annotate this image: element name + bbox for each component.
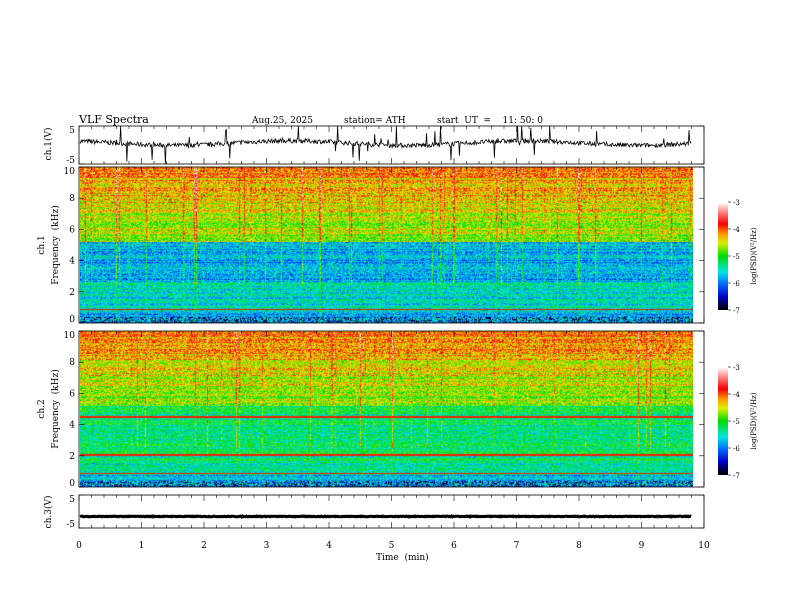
x-tick-label: 0 [76, 541, 82, 551]
colorbar-tick-label: -3 [733, 199, 740, 207]
ch2-spectrogram-ytick-label: 4 [69, 421, 75, 431]
ch2-spectrogram-ytick-label: 6 [69, 389, 75, 399]
x-tick-label: 4 [326, 541, 332, 551]
colorbar-tick-label: -7 [733, 307, 740, 315]
ch1-spectrogram-ytick-label: 0 [69, 315, 75, 325]
start-ut-label: start UT = 11: 50: 0 [437, 116, 543, 126]
ch2-spectrogram-ytick-label: 10 [64, 331, 76, 341]
ch2-spectrogram-image [80, 331, 693, 487]
ch2-spectrogram-ytick-label: 2 [69, 452, 75, 462]
colorbar-1-label: log(PSD)(V²/Hz) [750, 227, 758, 284]
ch1-spectrogram-ytick-label: 2 [69, 288, 75, 298]
colorbar-tick-label: -7 [733, 472, 740, 480]
ch1-spectrogram-ylabel: Frequency (kHz) [50, 205, 61, 284]
x-tick-label: 3 [264, 541, 270, 551]
colorbar-tick-label: -4 [733, 226, 740, 234]
ch3-waveform-trace [79, 514, 692, 519]
ch1-spectrogram-ytick-label: 4 [69, 257, 75, 267]
x-tick-label: 6 [451, 541, 457, 551]
ch1-spectrogram-image [80, 167, 693, 323]
colorbar-1 [718, 202, 728, 310]
ch3-waveform-ytick-label: 5 [69, 495, 75, 505]
station-label: station= ATH [344, 116, 406, 126]
ch3-waveform-ytick-label: -5 [66, 520, 75, 530]
ch1-waveform-ytick-label: 5 [69, 126, 75, 136]
ch3-waveform-ylabel: ch.3(V) [43, 496, 54, 529]
ch1-waveform-ytick-label: -5 [66, 156, 75, 166]
colorbar-tick-label: -3 [733, 364, 740, 372]
colorbar-2-label: log(PSD)(V²/Hz) [750, 392, 758, 449]
colorbar-tick-label: -6 [733, 445, 740, 453]
x-tick-label: 9 [639, 541, 645, 551]
x-tick-label: 7 [514, 541, 520, 551]
ch2-spectrogram-ylabel: Frequency (kHz) [50, 369, 61, 448]
ch2-spectrogram-ytick-label: 0 [69, 479, 75, 489]
ch1-spectrogram-ytick-label: 8 [69, 194, 75, 204]
ch1-spectrogram-ytick-label: 6 [69, 225, 75, 235]
ch1-waveform-ylabel: ch.1(V) [43, 128, 54, 161]
x-tick-label: 10 [698, 541, 710, 551]
colorbar-tick-label: -5 [733, 253, 740, 261]
ch1-waveform-trace [79, 125, 692, 165]
ch1-spectrogram-ytick-label: 10 [64, 167, 76, 177]
colorbar-tick-label: -5 [733, 418, 740, 426]
x-tick-label: 2 [201, 541, 207, 551]
ch2-spectrogram-ytick-label: 8 [69, 358, 75, 368]
x-axis-label: Time (min) [376, 552, 429, 563]
colorbar-2 [718, 367, 728, 475]
ch1-spectrogram-frame [78, 166, 705, 324]
chart-title: VLF Spectra [78, 113, 149, 126]
ch1-spectrogram-ylabel-top: ch.1 [37, 235, 47, 254]
colorbar-tick-label: -6 [733, 280, 740, 288]
ch2-spectrogram-frame [78, 330, 705, 488]
ch2-spectrogram-ylabel-top: ch.2 [37, 399, 47, 418]
colorbar-tick-label: -4 [733, 391, 740, 399]
x-tick-label: 5 [389, 541, 395, 551]
x-tick-label: 8 [576, 541, 582, 551]
date-label: Aug.25, 2025 [251, 116, 313, 126]
x-tick-label: 1 [139, 541, 145, 551]
